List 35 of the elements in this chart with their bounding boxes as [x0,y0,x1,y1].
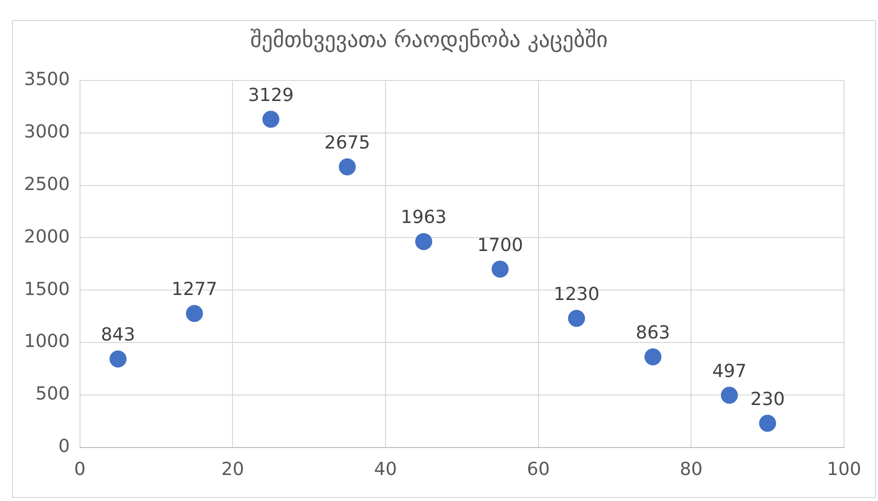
data-label: 843 [100,324,136,346]
data-label: 1230 [554,284,600,306]
y-tick-label: 1000 [24,331,70,352]
data-label: 1963 [400,207,447,228]
point [720,386,738,404]
x-tick-label: 100 [826,458,862,480]
x-tick-label: 0 [74,458,86,480]
data-label: 1277 [172,279,218,300]
point [262,110,280,128]
data-label: 230 [750,388,785,410]
y-tick-label: 2500 [24,174,70,195]
chart-title: შემთხვევათა რაოდენობა კაცებში [250,28,608,53]
point [644,348,662,366]
y-tick-label: 0 [58,436,70,458]
data-label: 3129 [248,84,294,106]
x-tick-label: 80 [680,458,703,480]
data-label: 863 [636,322,670,344]
data-label: 497 [712,360,747,382]
y-tick-label: 500 [35,384,70,405]
x-tick-label: 60 [526,458,550,480]
y-tick-label: 2000 [24,226,70,248]
point [492,260,509,278]
point [759,414,776,432]
point [110,350,127,368]
data-label: 1700 [477,234,524,256]
y-tick-label: 1500 [24,278,70,300]
point [568,310,586,327]
point [415,233,432,250]
x-tick-label: 40 [374,458,397,480]
y-tick-label: 3500 [24,69,70,90]
x-tick-label: 20 [221,458,244,480]
point [338,158,356,176]
point [186,305,203,322]
data-label: 2675 [324,132,370,154]
y-tick-label: 3000 [24,122,70,142]
